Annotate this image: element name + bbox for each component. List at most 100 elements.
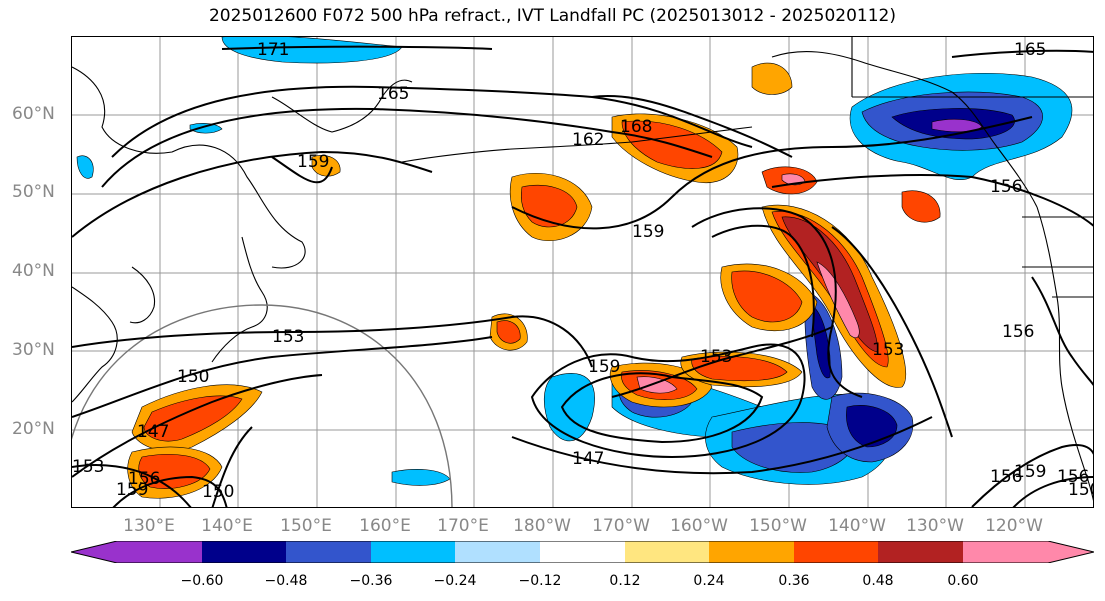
colorbar-segment-4 <box>371 541 455 563</box>
contour-labels: 171 165 168 162 159 159 156 165 153 150 … <box>72 40 1094 502</box>
coast-japan <box>211 236 268 363</box>
warm-region-gulf <box>901 190 941 223</box>
contour-sw-156 <box>112 475 228 507</box>
contour-159-center <box>511 116 1033 230</box>
contour-156-se <box>971 444 1093 507</box>
coast-aleutians <box>401 126 753 163</box>
clabel-7: 156 <box>990 177 1022 197</box>
lon-label-170w: 170°W <box>592 516 650 536</box>
contour-north-159 <box>271 156 333 184</box>
clabel-10: 150 <box>177 367 209 387</box>
lon-label-150w: 150°W <box>749 516 807 536</box>
cbar-tick-6: 0.12 <box>609 573 641 589</box>
range-circle <box>72 304 453 507</box>
colorbar-segment-3 <box>286 541 371 563</box>
lon-label-130e: 130°E <box>123 516 175 536</box>
contour-ridge <box>691 207 863 398</box>
contour-sw-153 <box>72 464 192 507</box>
warm-region-wpac-core <box>143 395 243 442</box>
clabel-23: 153 <box>72 457 104 477</box>
colorbar-segment-9 <box>794 541 878 563</box>
coast-china <box>72 286 118 403</box>
contour-150-west <box>72 336 493 418</box>
lon-label-160e: 160°E <box>359 516 411 536</box>
lon-label-160w: 160°W <box>670 516 728 536</box>
lat-label-50n: 50°N <box>12 182 55 202</box>
contour-147 <box>72 374 323 478</box>
lat-label-60n: 60°N <box>12 104 55 124</box>
clabel-9: 153 <box>272 327 304 347</box>
lon-label-170e: 170°E <box>437 516 489 536</box>
cbar-tick-4: −0.24 <box>433 573 477 589</box>
cbar-tick-3: −0.36 <box>349 573 393 589</box>
lat-label-40n: 40°N <box>12 261 55 281</box>
colorbar <box>71 541 1094 563</box>
clabel-22: 150 <box>1068 480 1094 500</box>
blue-region-small-2 <box>76 155 94 179</box>
contour-loop-b <box>560 372 764 444</box>
contour-171 <box>221 45 493 50</box>
lat-label-30n: 30°N <box>12 340 55 360</box>
warm-region-west-small <box>311 155 341 177</box>
contour-156-e <box>1031 276 1093 386</box>
warm-region-south-pink <box>636 376 678 394</box>
contour-ridge-2 <box>711 224 815 338</box>
map-title: 2025012600 F072 500 hPa refract., IVT La… <box>208 6 896 26</box>
blue-region-north <box>221 37 403 64</box>
contour-147-south <box>511 416 933 475</box>
blue-region-tropics <box>391 469 451 486</box>
map-svg: 171 165 168 162 159 159 156 165 153 150 … <box>72 37 1094 507</box>
clabel-6: 159 <box>632 222 664 242</box>
clabel-14: 147 <box>572 449 604 469</box>
contour-153-west <box>72 315 593 368</box>
clabel-2: 165 <box>377 84 409 104</box>
lon-label-120w: 120°W <box>985 516 1043 536</box>
colorbar-segment-11 <box>963 541 1094 563</box>
colorbar-segments <box>71 541 1094 563</box>
contour-165-north <box>111 85 753 158</box>
contour-165-ne <box>951 49 1093 58</box>
colorbar-segment-6 <box>540 541 625 563</box>
lon-label-180w: 180°W <box>513 516 571 536</box>
clabel-11: 147 <box>137 422 169 442</box>
clabel-16: 156 <box>128 469 160 489</box>
colorbar-segment-8 <box>709 541 794 563</box>
clabel-3: 168 <box>620 117 652 137</box>
clabel-15: 153 <box>872 340 904 360</box>
clabel-21: 156 <box>1057 467 1089 487</box>
cbar-tick-9: 0.48 <box>862 573 894 589</box>
coast-canada-border <box>851 37 1093 98</box>
clabel-17: 159 <box>116 480 148 500</box>
range-circle-arc <box>72 304 453 507</box>
cbar-tick-1: −0.60 <box>180 573 224 589</box>
map-panel: 171 165 168 162 159 159 156 165 153 150 … <box>71 36 1094 508</box>
coastlines <box>72 37 1093 501</box>
lon-label-140w: 140°W <box>828 516 886 536</box>
cbar-tick-10: 0.60 <box>947 573 979 589</box>
blue-region-westpac <box>543 373 595 442</box>
clabel-4: 162 <box>572 130 604 150</box>
lon-label-130w: 130°W <box>906 516 964 536</box>
blue-region-small-1 <box>189 123 223 134</box>
cbar-tick-5: −0.12 <box>518 573 562 589</box>
coast-alaska <box>771 51 1038 208</box>
contour-162 <box>101 107 713 188</box>
clabel-12: 159 <box>588 357 620 377</box>
contour-150-sw <box>211 426 253 507</box>
contour-loop-a <box>530 343 806 459</box>
cbar-tick-7: 0.24 <box>693 573 725 589</box>
contour-156-east <box>771 174 1093 227</box>
blue-region-hawaii-core <box>846 405 898 448</box>
clabel-18: 150 <box>202 482 234 502</box>
contour-153-center <box>611 326 833 398</box>
clabel-24: 156 <box>1002 322 1034 342</box>
cbar-tick-2: −0.48 <box>264 573 308 589</box>
warm-region-aleut <box>751 62 793 95</box>
lon-label-150e: 150°E <box>280 516 332 536</box>
cbar-tick-8: 0.36 <box>778 573 810 589</box>
warm-region-jet-pink <box>816 261 860 339</box>
clabel-13: 153 <box>700 347 732 367</box>
lat-label-20n: 20°N <box>12 419 55 439</box>
colorbar-segment-7 <box>625 541 709 563</box>
contours <box>72 45 1093 507</box>
